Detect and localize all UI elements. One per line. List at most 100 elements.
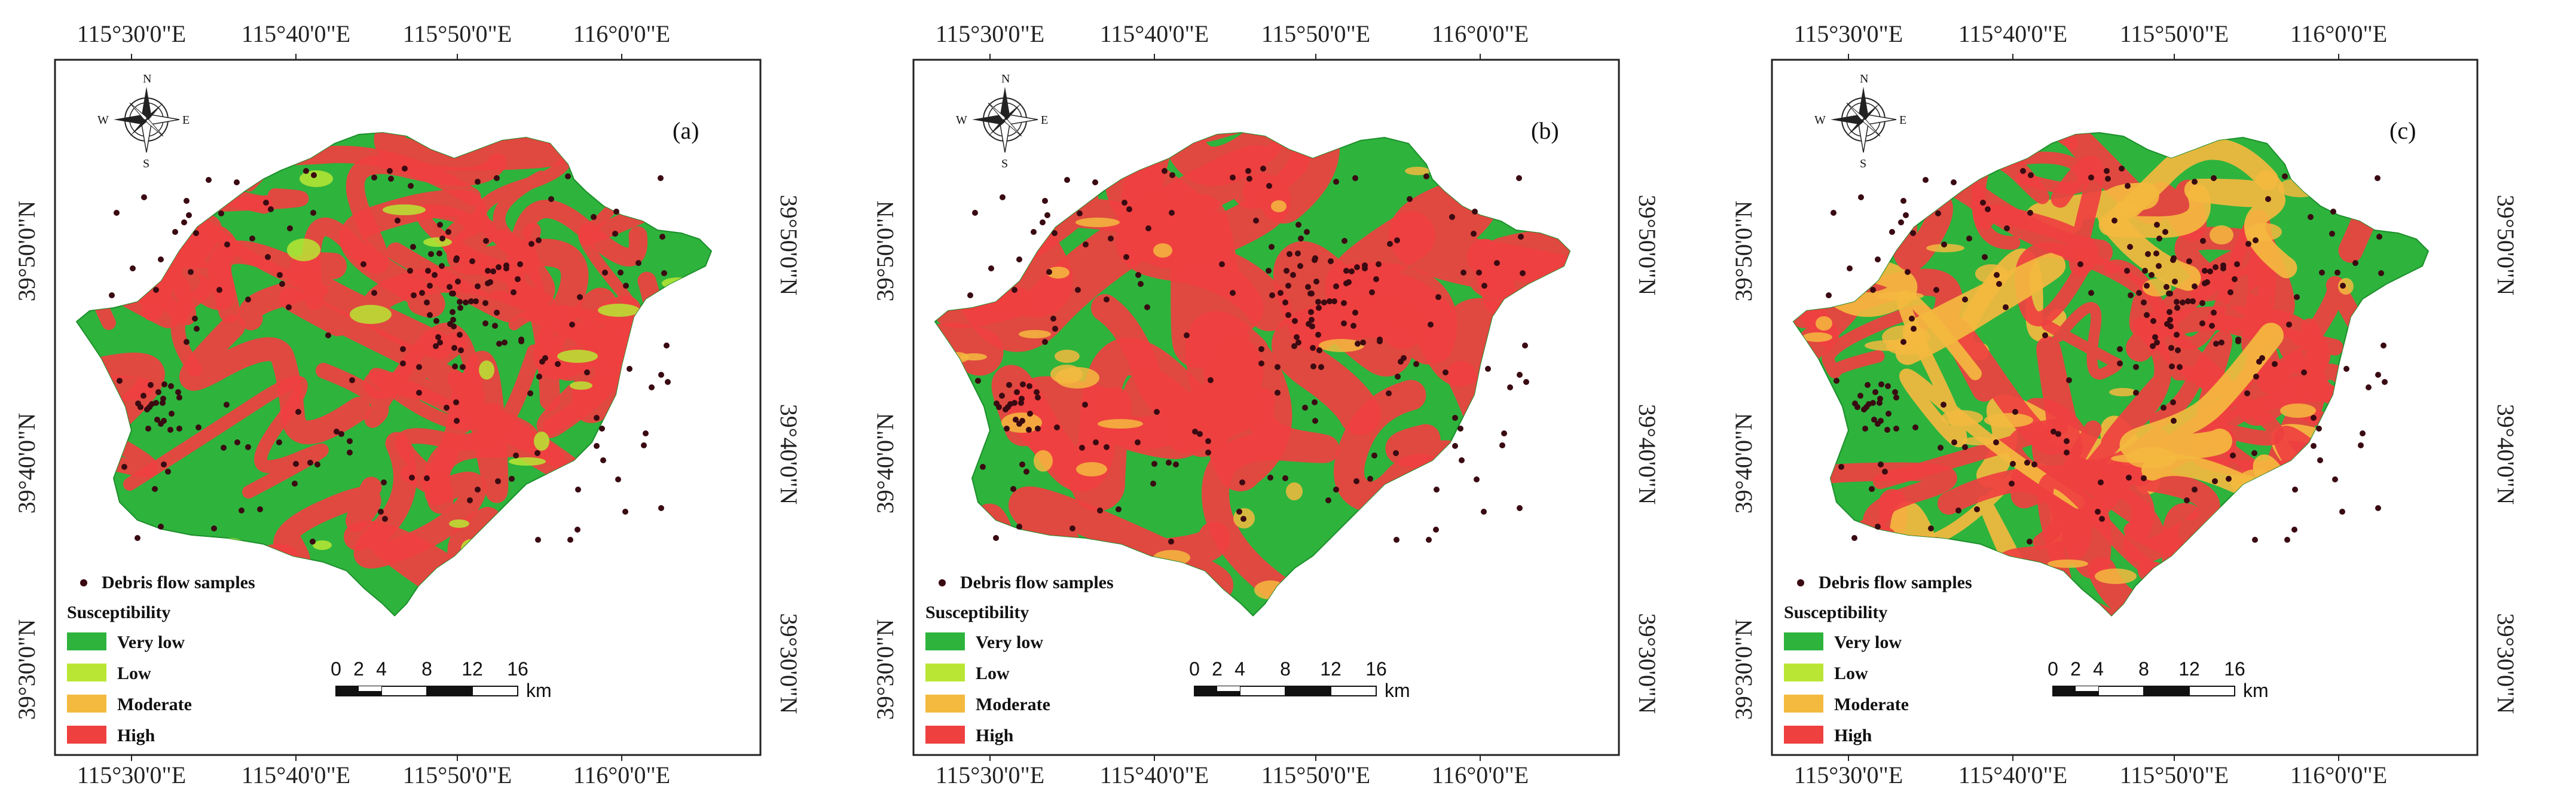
sample-point <box>2292 487 2298 493</box>
sample-point <box>2012 409 2018 415</box>
sample-point <box>1398 359 1404 365</box>
sample-point <box>1052 326 1058 332</box>
sample-point <box>1346 279 1352 285</box>
sample-point <box>425 268 431 274</box>
sample-point <box>1966 236 1972 242</box>
sample-point <box>347 438 353 444</box>
sample-point <box>1476 270 1482 276</box>
sample-point <box>360 261 366 267</box>
lat-label-right: 39°40'0"N <box>775 404 802 505</box>
legend-swatch <box>925 726 965 744</box>
sample-point <box>1875 524 1881 530</box>
sample-point <box>1000 194 1006 200</box>
sample-point <box>1282 475 1288 481</box>
sample-point <box>482 320 488 326</box>
sample-point <box>176 426 182 432</box>
sample-point <box>218 210 224 216</box>
sample-point <box>1295 250 1301 256</box>
sample-point <box>487 279 493 285</box>
zone-patch <box>2048 560 2088 568</box>
sample-point <box>1993 439 1999 445</box>
sample-point <box>1481 509 1487 515</box>
scale-subsegment <box>2076 686 2098 691</box>
scale-subsegment <box>359 686 381 691</box>
sample-point <box>407 268 413 274</box>
sample-point <box>2376 234 2382 240</box>
sample-point <box>1192 429 1198 435</box>
sample-point <box>2095 509 2101 515</box>
sample-point <box>1433 527 1439 533</box>
sample-point <box>453 257 459 263</box>
sample-point <box>2286 322 2292 328</box>
zone-patch <box>1941 410 1983 426</box>
sample-point <box>307 460 313 466</box>
sample-point <box>371 175 377 181</box>
compass-w: W <box>956 114 967 127</box>
lon-label-top: 116°0'0"E <box>573 20 670 47</box>
sample-point <box>2213 341 2219 347</box>
sample-point <box>1871 417 1877 423</box>
sample-point <box>569 322 575 328</box>
compass-e: E <box>1041 114 1048 127</box>
sample-point <box>1857 393 1863 399</box>
sample-point <box>2154 222 2160 228</box>
sample-point <box>515 276 521 282</box>
sample-point <box>1312 418 1318 424</box>
zone-patch <box>2095 568 2137 584</box>
zone-patch <box>300 170 333 187</box>
lon-label-bottom: 115°30'0"E <box>77 762 186 788</box>
sample-point <box>435 334 441 340</box>
sample-point <box>314 461 320 467</box>
sample-point <box>1295 222 1301 228</box>
sample-point <box>1886 411 1891 417</box>
sample-point <box>1962 444 1968 450</box>
scale-subsegment <box>1217 686 1240 691</box>
sample-point <box>2219 340 2224 346</box>
sample-point <box>2066 377 2072 383</box>
sample-point <box>1878 461 1884 467</box>
compass-n: N <box>143 72 151 85</box>
sample-point <box>1413 361 1419 367</box>
sample-point <box>1308 309 1314 315</box>
lon-label-top: 116°0'0"E <box>2290 20 2387 47</box>
sample-point <box>458 347 464 353</box>
lon-label-bottom: 115°50'0"E <box>2120 762 2229 788</box>
sample-point <box>382 516 388 522</box>
sample-point <box>1517 505 1523 511</box>
sample-point <box>450 317 456 323</box>
sample-point <box>1169 210 1175 216</box>
sample-point <box>1316 347 1322 353</box>
sample-point <box>1355 341 1361 347</box>
sample-point <box>381 479 387 485</box>
sample-point <box>2166 309 2172 315</box>
lat-label-right: 39°30'0"N <box>775 613 802 714</box>
compass-rose-icon: N S E W <box>956 72 1048 170</box>
sample-point <box>155 389 161 395</box>
sample-point <box>1354 264 1360 270</box>
sample-point <box>1352 175 1358 181</box>
sample-point <box>1316 305 1322 311</box>
sample-point <box>1333 283 1339 289</box>
legend: Debris flow samples Susceptibility Very lo… <box>1784 573 1972 745</box>
sample-point <box>1933 287 1939 293</box>
sample-point <box>665 379 671 385</box>
zone-patch <box>1034 450 1053 472</box>
sample-point <box>1284 268 1289 274</box>
sample-point <box>1985 206 1991 212</box>
sample-point <box>444 405 450 411</box>
sample-point <box>1019 396 1025 402</box>
sample-point <box>1898 219 1904 225</box>
sample-point <box>234 179 240 185</box>
sample-point <box>575 527 580 533</box>
sample-point <box>145 426 151 432</box>
sample-point <box>1507 384 1513 390</box>
zone-patch <box>2109 388 2137 396</box>
sample-point <box>1315 299 1321 305</box>
sample-point <box>451 345 457 351</box>
sample-point <box>2152 334 2158 340</box>
zone-patch <box>350 305 392 324</box>
sample-point <box>2077 261 2083 267</box>
sample-point <box>148 382 154 388</box>
sample-point <box>1892 389 1898 395</box>
scale-tick-label: 2 <box>353 658 364 680</box>
